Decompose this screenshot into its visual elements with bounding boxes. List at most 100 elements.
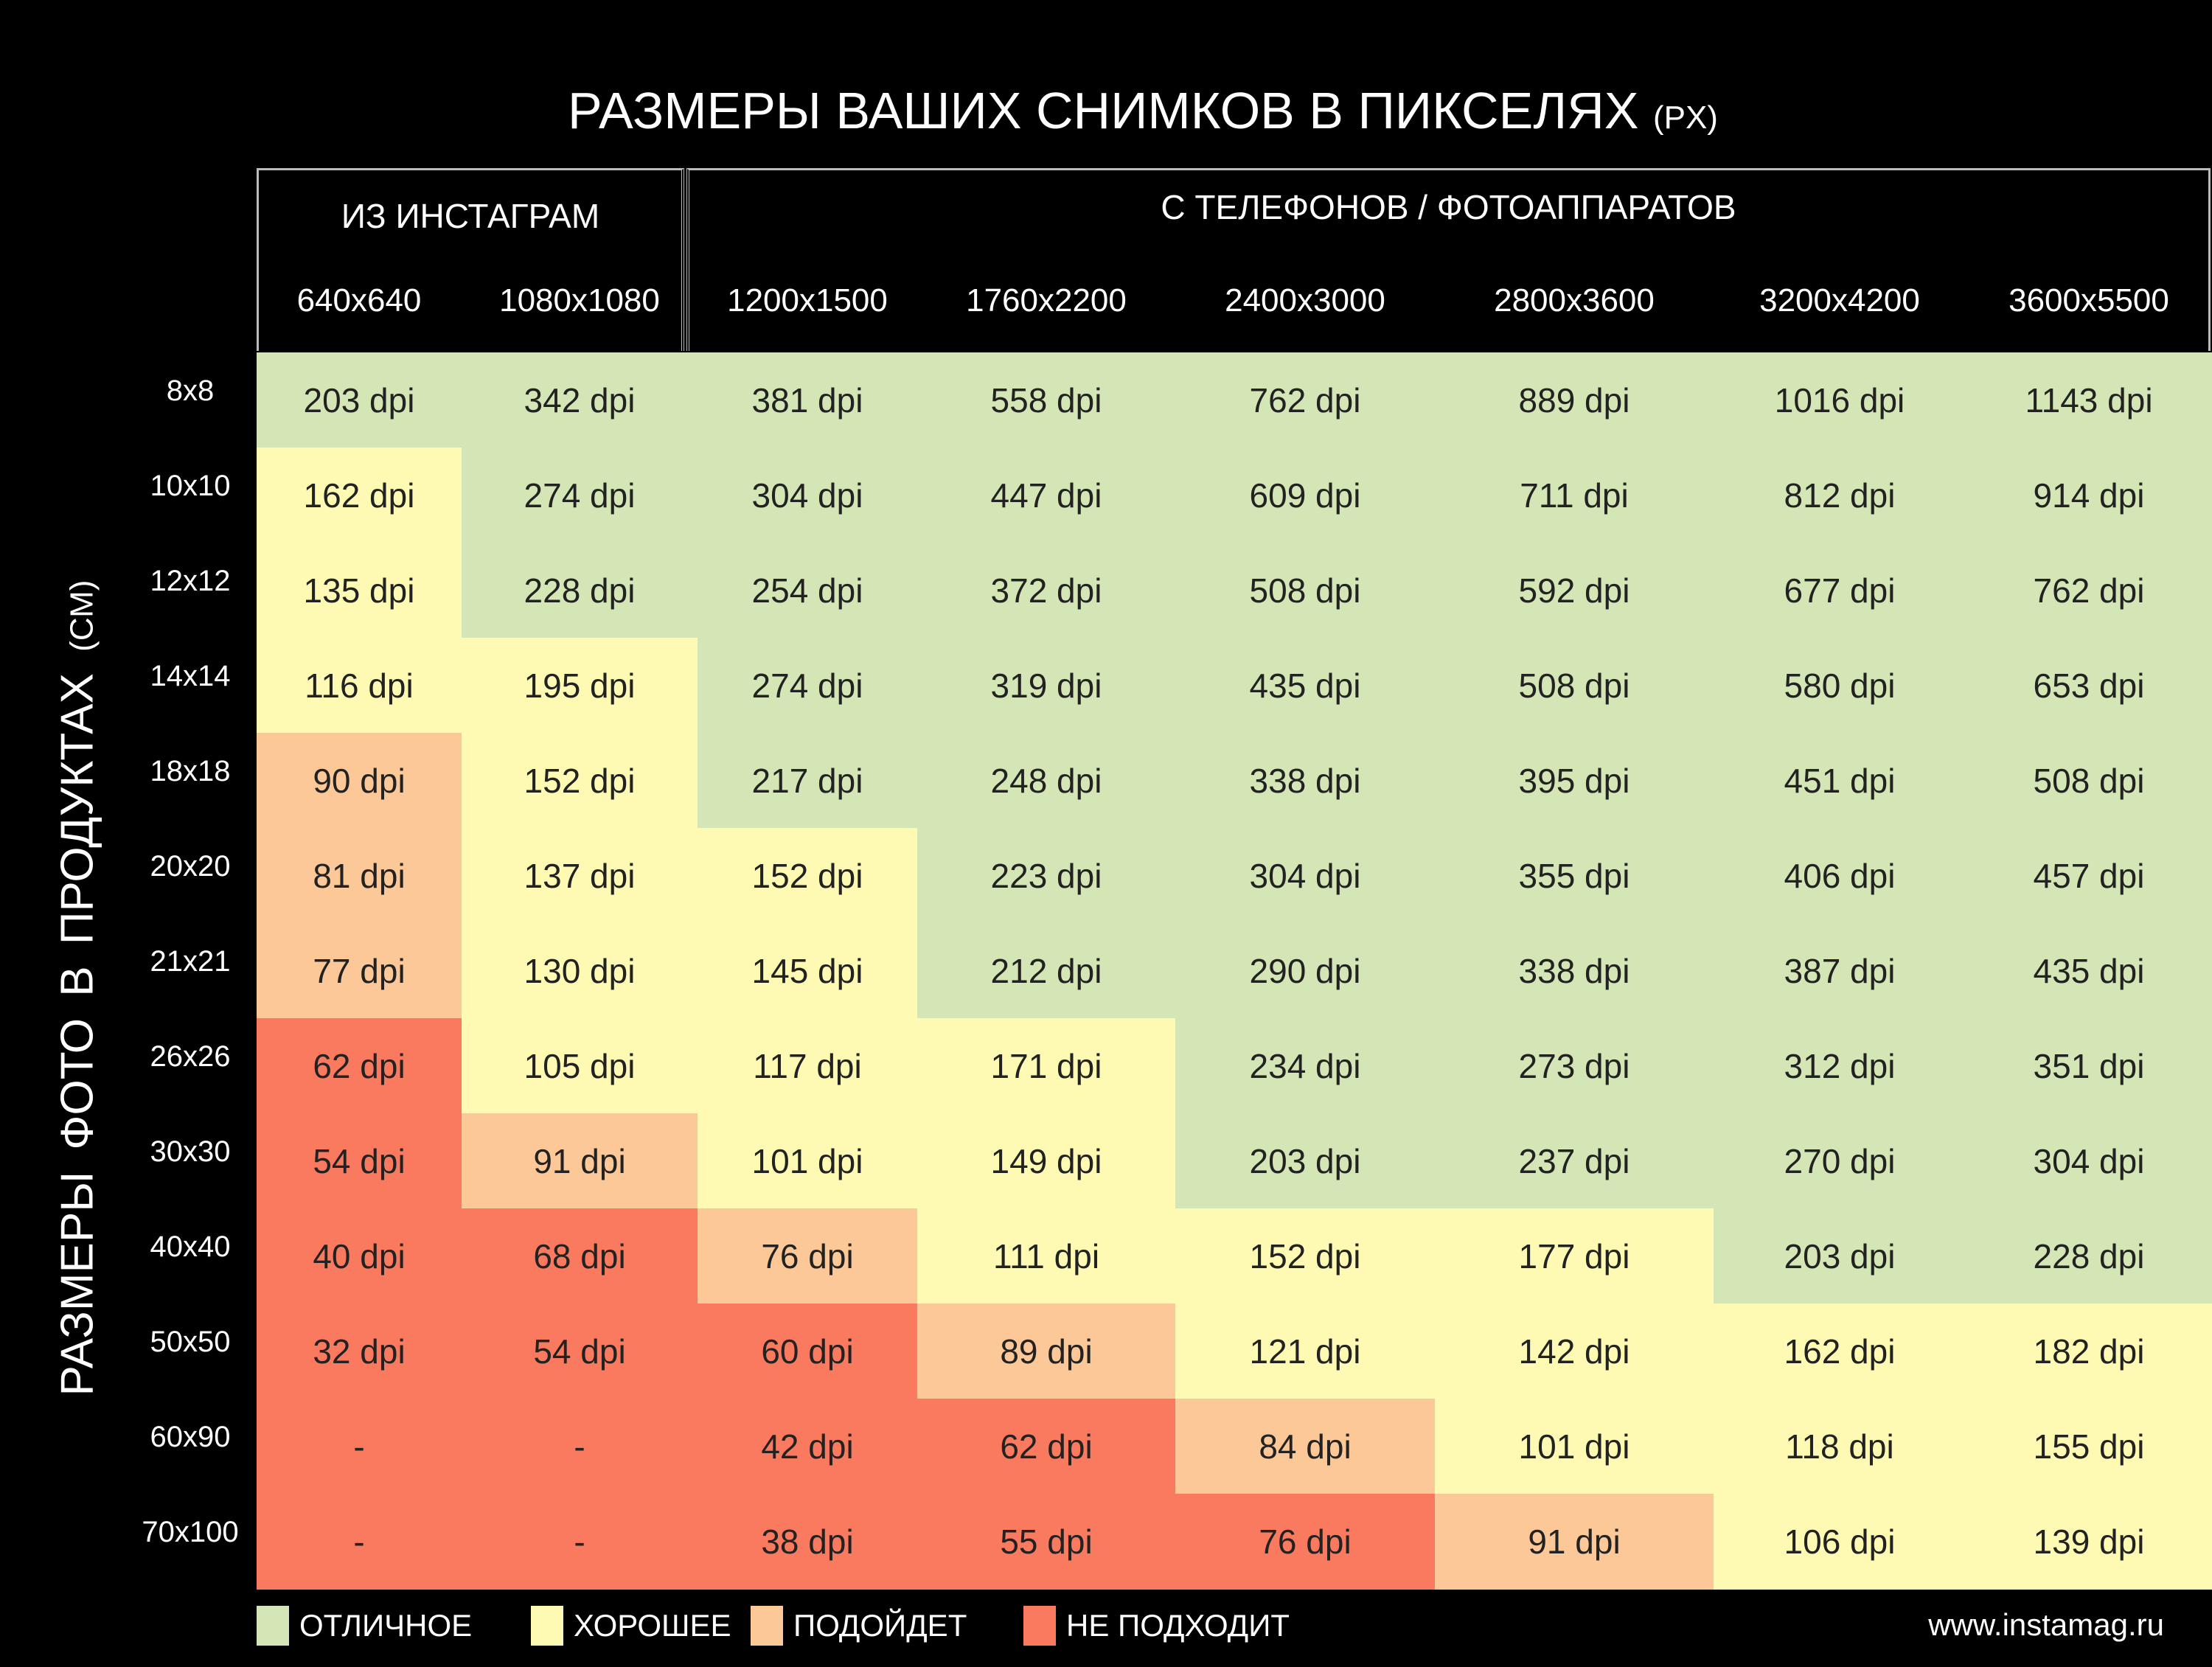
row-label: 20x20 <box>150 850 231 883</box>
column-label: 2800x3600 <box>1494 282 1655 319</box>
dpi-cell: 290 dpi <box>1175 923 1435 1019</box>
dpi-cell: 171 dpi <box>917 1018 1175 1114</box>
dpi-cell: 381 dpi <box>698 352 917 448</box>
row-label: 40x40 <box>150 1231 231 1263</box>
dpi-cell: 135 dpi <box>257 543 462 638</box>
dpi-cell: 105 dpi <box>462 1018 698 1114</box>
legend-label: ХОРОШЕЕ <box>574 1608 731 1643</box>
column-label: 3600x5500 <box>2008 282 2169 319</box>
dpi-cell: 228 dpi <box>1966 1208 2212 1304</box>
row-label: 50x50 <box>150 1326 231 1358</box>
dpi-cell: 711 dpi <box>1435 448 1714 543</box>
column-label: 1760x2200 <box>966 282 1127 319</box>
dpi-cell: 203 dpi <box>1175 1113 1435 1209</box>
dpi-cell: 609 dpi <box>1175 448 1435 543</box>
dpi-cell: 152 dpi <box>698 828 917 924</box>
dpi-cell: 38 dpi <box>698 1494 917 1590</box>
legend-label: ОТЛИЧНОЕ <box>299 1608 473 1643</box>
dpi-cell: 62 dpi <box>917 1399 1175 1494</box>
legend-swatch <box>531 1606 563 1646</box>
dpi-cell: 217 dpi <box>698 733 917 829</box>
dpi-cell: 118 dpi <box>1714 1399 1966 1494</box>
dpi-cell: 447 dpi <box>917 448 1175 543</box>
row-label: 14x14 <box>150 660 231 692</box>
dpi-cell: 342 dpi <box>462 352 698 448</box>
dpi-cell: 435 dpi <box>1966 923 2212 1019</box>
dpi-cell: 319 dpi <box>917 638 1175 734</box>
dpi-cell: 91 dpi <box>1435 1494 1714 1590</box>
camera-header-box <box>686 168 2211 351</box>
dpi-cell: 62 dpi <box>257 1018 462 1114</box>
dpi-cell: 121 dpi <box>1175 1304 1435 1399</box>
dpi-cell: 60 dpi <box>698 1304 917 1399</box>
dpi-cell: - <box>257 1399 462 1494</box>
dpi-cell: 42 dpi <box>698 1399 917 1494</box>
row-label: 8x8 <box>166 375 215 407</box>
dpi-cell: 77 dpi <box>257 923 462 1019</box>
column-header: ИЗ ИНСТАГРАМ С ТЕЛЕФОНОВ / ФОТОАППАРАТОВ… <box>257 168 2211 352</box>
group-label-instagram: ИЗ ИНСТАГРАМ <box>341 197 600 235</box>
dpi-cell: 203 dpi <box>1714 1208 1966 1304</box>
dpi-cell: 81 dpi <box>257 828 462 924</box>
dpi-cell: 228 dpi <box>462 543 698 638</box>
legend-swatch <box>751 1606 783 1646</box>
dpi-cell: 762 dpi <box>1175 352 1435 448</box>
dpi-cell: 914 dpi <box>1966 448 2212 543</box>
dpi-cell: 274 dpi <box>462 448 698 543</box>
dpi-cell: 130 dpi <box>462 923 698 1019</box>
dpi-cell: 304 dpi <box>1175 828 1435 924</box>
dpi-cell: 139 dpi <box>1966 1494 2212 1590</box>
dpi-cell: 312 dpi <box>1714 1018 1966 1114</box>
page-title: РАЗМЕРЫ ВАШИХ СНИМКОВ В ПИКСЕЛЯХ (PX) <box>258 77 2028 151</box>
dpi-cell: 182 dpi <box>1966 1304 2212 1399</box>
dpi-cell: 451 dpi <box>1714 733 1966 829</box>
dpi-cell: 76 dpi <box>698 1208 917 1304</box>
dpi-cell: 54 dpi <box>462 1304 698 1399</box>
dpi-cell: 145 dpi <box>698 923 917 1019</box>
dpi-cell: 387 dpi <box>1714 923 1966 1019</box>
dpi-table: 203 dpi 342 dpi 381 dpi 558 dpi 762 dpi 889 d… <box>257 352 2212 1590</box>
dpi-cell: 223 dpi <box>917 828 1175 924</box>
site-url[interactable]: www.instamag.ru <box>1928 1607 2164 1642</box>
dpi-cell: 89 dpi <box>917 1304 1175 1399</box>
dpi-cell: 653 dpi <box>1966 638 2212 734</box>
dpi-cell: 677 dpi <box>1714 543 1966 638</box>
row-label: 60x90 <box>150 1421 231 1453</box>
legend: ОТЛИЧНОЕ ХОРОШЕЕ ПОДОЙДЕТ НЕ ПОДХОДИТ <box>257 1606 2026 1647</box>
row-label: 10x10 <box>150 470 231 502</box>
dpi-cell: 592 dpi <box>1435 543 1714 638</box>
dpi-cell: 142 dpi <box>1435 1304 1714 1399</box>
dpi-cell: 84 dpi <box>1175 1399 1435 1494</box>
dpi-cell: 76 dpi <box>1175 1494 1435 1590</box>
group-label-cameras: С ТЕЛЕФОНОВ / ФОТОАППАРАТОВ <box>1161 188 1736 226</box>
dpi-cell: 117 dpi <box>698 1018 917 1114</box>
dpi-cell: 203 dpi <box>257 352 462 448</box>
dpi-cell: 274 dpi <box>698 638 917 734</box>
legend-item-ok: ПОДОЙДЕТ <box>751 1606 967 1646</box>
row-label: 21x21 <box>150 945 231 978</box>
dpi-cell: 212 dpi <box>917 923 1175 1019</box>
dpi-cell: - <box>462 1494 698 1590</box>
row-label: 30x30 <box>150 1135 231 1168</box>
row-label: 70x100 <box>142 1516 239 1548</box>
dpi-cell: 558 dpi <box>917 352 1175 448</box>
row-label: 26x26 <box>150 1040 231 1073</box>
dpi-cell: 1016 dpi <box>1714 352 1966 448</box>
dpi-cell: 351 dpi <box>1966 1018 2212 1114</box>
dpi-cell: 355 dpi <box>1435 828 1714 924</box>
y-title-text: РАЗМЕРЫ ФОТО В ПРОДУКТАХ <box>52 673 103 1396</box>
dpi-cell: 54 dpi <box>257 1113 462 1209</box>
legend-swatch <box>1023 1606 1056 1646</box>
dpi-cell: 580 dpi <box>1714 638 1966 734</box>
dpi-cell: 68 dpi <box>462 1208 698 1304</box>
dpi-cell: 40 dpi <box>257 1208 462 1304</box>
column-label: 1200x1500 <box>727 282 888 319</box>
dpi-cell: 162 dpi <box>257 448 462 543</box>
dpi-cell: 762 dpi <box>1966 543 2212 638</box>
dpi-cell: 152 dpi <box>1175 1208 1435 1304</box>
dpi-cell: 248 dpi <box>917 733 1175 829</box>
dpi-cell: 149 dpi <box>917 1113 1175 1209</box>
y-axis-title: РАЗМЕРЫ ФОТО В ПРОДУКТАХ (СМ) <box>52 580 104 1396</box>
dpi-cell: 338 dpi <box>1435 923 1714 1019</box>
dpi-cell: 304 dpi <box>1966 1113 2212 1209</box>
